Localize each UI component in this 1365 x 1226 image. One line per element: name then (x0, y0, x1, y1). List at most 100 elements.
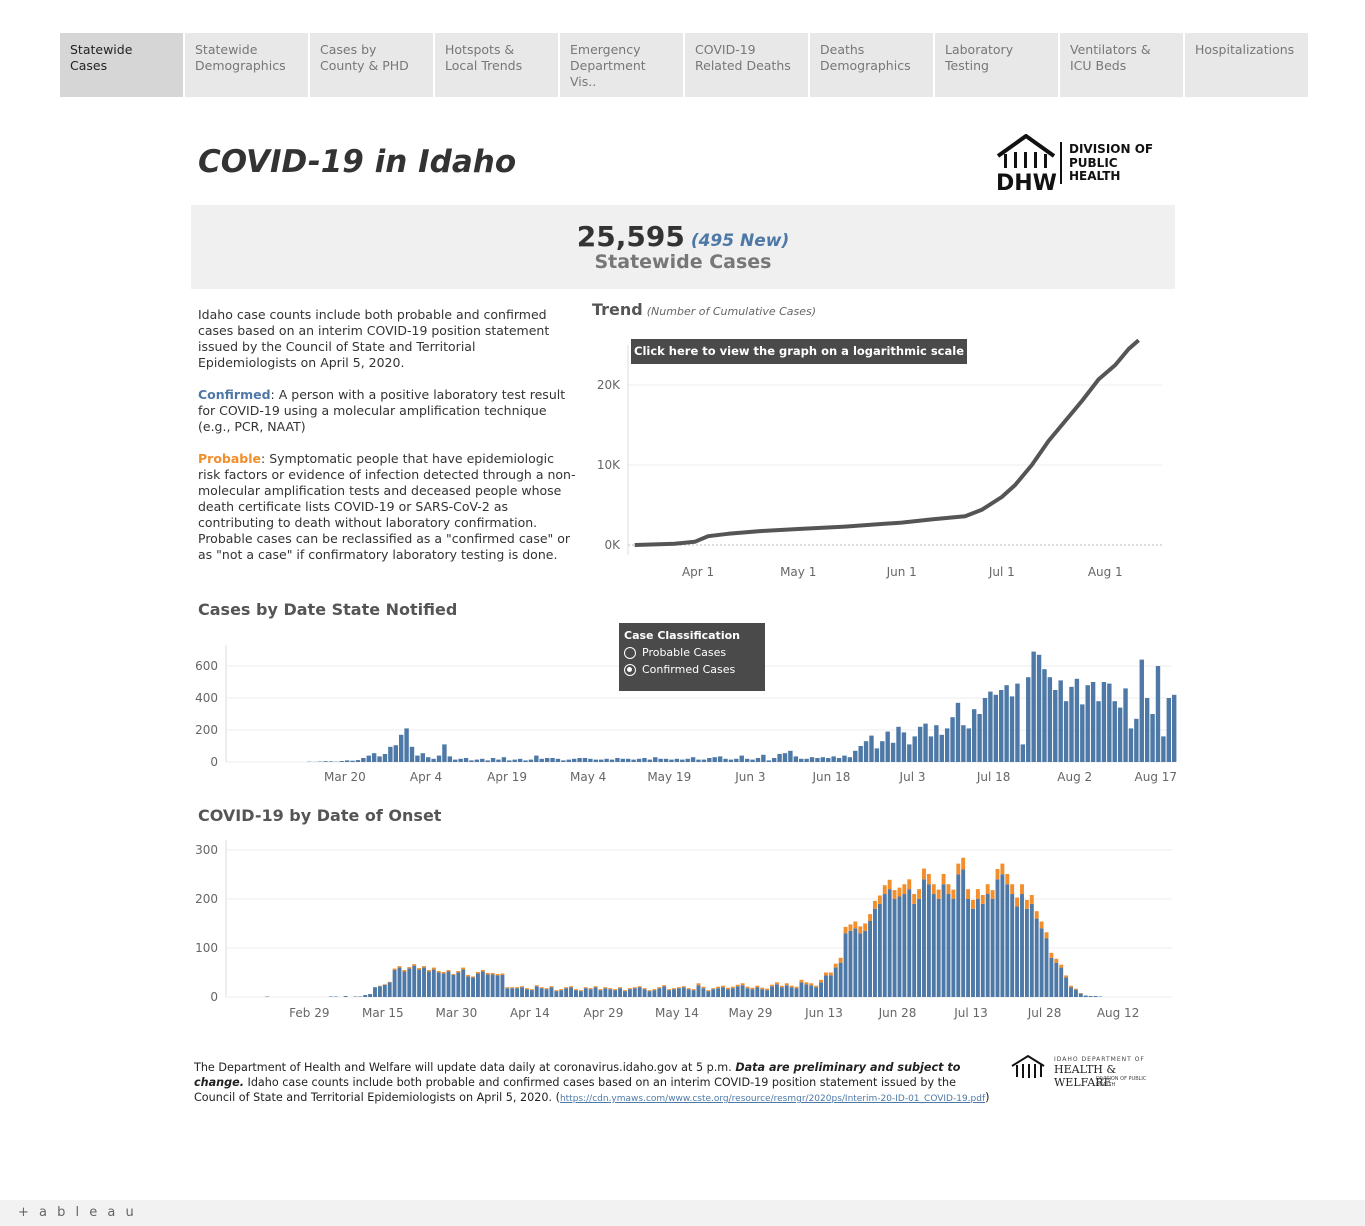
notified-bar (831, 756, 836, 762)
notified-bar (631, 759, 636, 762)
x-tick-label: Jun 18 (812, 770, 851, 784)
notified-bar (550, 758, 555, 762)
notified-bar (771, 758, 777, 762)
radio-icon[interactable] (624, 646, 636, 659)
notified-bar (966, 728, 971, 762)
onset-confirmed-bar (799, 982, 804, 997)
x-tick-label: May 4 (570, 770, 606, 784)
notified-bar (582, 758, 588, 762)
tab-hotspots[interactable]: Hotspots & Local Trends (435, 33, 558, 97)
notified-bar (1123, 688, 1128, 762)
x-tick-label: May 29 (729, 1006, 773, 1020)
onset-probable-bar (667, 989, 672, 991)
notified-bar (804, 758, 809, 762)
tab-emergency-department[interactable]: Emergency Department Vis.. (560, 33, 683, 97)
onset-confirmed-bar (975, 898, 980, 997)
tab-laboratory-testing[interactable]: Laboratory Testing (935, 33, 1058, 97)
log-scale-button[interactable]: Click here to view the graph on a logari… (631, 339, 967, 364)
onset-probable-bar (730, 986, 735, 989)
notified-bar (934, 725, 939, 762)
onset-probable-bar (1049, 952, 1054, 958)
notified-bar (382, 754, 388, 762)
onset-confirmed-bar (1034, 918, 1039, 997)
cumulative-cases-line (634, 338, 1140, 547)
notified-bar (539, 758, 544, 762)
onset-confirmed-bar (368, 994, 373, 997)
notified-bar (993, 694, 999, 762)
x-tick-label: Aug 17 (1135, 770, 1178, 784)
notified-bar (863, 741, 869, 762)
notified-bar (1112, 701, 1117, 762)
notified-bar (636, 758, 642, 762)
tab-cases-by-county[interactable]: Cases by County & PHD (310, 33, 433, 97)
tableau-logo[interactable]: + a b l e a u (18, 1205, 137, 1220)
notified-bar (409, 746, 415, 762)
trend-chart: 0K 10K 20K Apr 1 May 1 Jun 1 Jul 1 Aug 1 (597, 338, 1162, 579)
onset-probable-bar (740, 983, 745, 986)
onset-probable-bar (892, 890, 897, 899)
notified-bar (907, 744, 912, 762)
notified-bar (663, 758, 669, 762)
onset-confirmed-bar (1069, 987, 1073, 997)
notified-bar (620, 758, 626, 762)
dashboard-tabs: Statewide Cases Statewide Demographics C… (60, 33, 1308, 97)
dhw-logo: DHW DIVISION OF PUBLIC HEALTH (994, 133, 1164, 196)
onset-probable-bar (608, 988, 613, 990)
notified-bar (598, 759, 604, 762)
onset-probable-bar (735, 984, 740, 987)
x-tick-label: Jun 1 (886, 565, 917, 579)
onset-confirmed-bar (480, 971, 485, 997)
notified-bar (339, 761, 344, 762)
notified-bar (1117, 707, 1123, 762)
onset-confirmed-bar (819, 982, 823, 997)
onset-probable-bar (495, 973, 500, 976)
cste-link[interactable]: https://cdn.ymaws.com/www.cste.org/resou… (559, 1094, 986, 1104)
onset-probable-bar (760, 987, 765, 990)
onset-confirmed-bar (917, 898, 922, 997)
onset-probable-bar (578, 990, 583, 992)
notified-bar (766, 760, 771, 762)
notified-bar (761, 754, 766, 762)
radio-selected-icon[interactable] (624, 663, 636, 676)
notified-bar (658, 758, 663, 762)
legend-confirmed[interactable]: Confirmed Cases (624, 661, 760, 678)
case-definitions: Idaho case counts include both probable … (198, 307, 578, 579)
onset-confirmed-bar (593, 987, 598, 997)
onset-probable-bar (804, 982, 809, 985)
dhw-house-icon: DHW (996, 133, 1057, 196)
tab-deaths-demographics[interactable]: Deaths Demographics (810, 33, 933, 97)
onset-probable-bar (422, 966, 426, 968)
tab-statewide-demographics[interactable]: Statewide Demographics (185, 33, 308, 97)
notified-bar (593, 759, 598, 762)
tab-statewide-cases[interactable]: Statewide Cases (60, 33, 183, 97)
notified-bar (1172, 694, 1177, 762)
tab-related-deaths[interactable]: COVID-19 Related Deaths (685, 33, 808, 97)
onset-confirmed-bar (760, 989, 765, 997)
legend-probable[interactable]: Probable Cases (624, 644, 760, 661)
onset-confirmed-bar (412, 965, 417, 997)
notified-bar (415, 755, 420, 762)
notified-bar (912, 736, 917, 762)
onset-probable-bar (623, 990, 627, 992)
notified-bar (853, 750, 858, 762)
notified-bar (999, 690, 1004, 762)
onset-probable-bar (524, 988, 529, 990)
notified-bar (426, 757, 431, 762)
notified-bar (653, 757, 658, 762)
notified-bar (847, 757, 853, 762)
onset-confirmed-bar (1093, 996, 1098, 997)
tab-hospitalizations[interactable]: Hospitalizations (1185, 33, 1308, 97)
onset-probable-bar (569, 986, 574, 988)
notified-bar (458, 758, 463, 762)
onset-confirmed-bar (431, 969, 436, 997)
notified-bar (1128, 728, 1134, 762)
x-tick-label: Apr 29 (583, 1006, 623, 1020)
x-tick-label: Aug 2 (1057, 770, 1092, 784)
onset-confirmed-bar (466, 976, 471, 997)
tab-ventilators-icu[interactable]: Ventilators & ICU Beds (1060, 33, 1183, 97)
notified-bar (680, 759, 685, 762)
notified-bar (404, 728, 409, 762)
onset-probable-bar (799, 979, 804, 983)
onset-probable-bar (1005, 873, 1010, 885)
notified-bar (420, 753, 426, 762)
